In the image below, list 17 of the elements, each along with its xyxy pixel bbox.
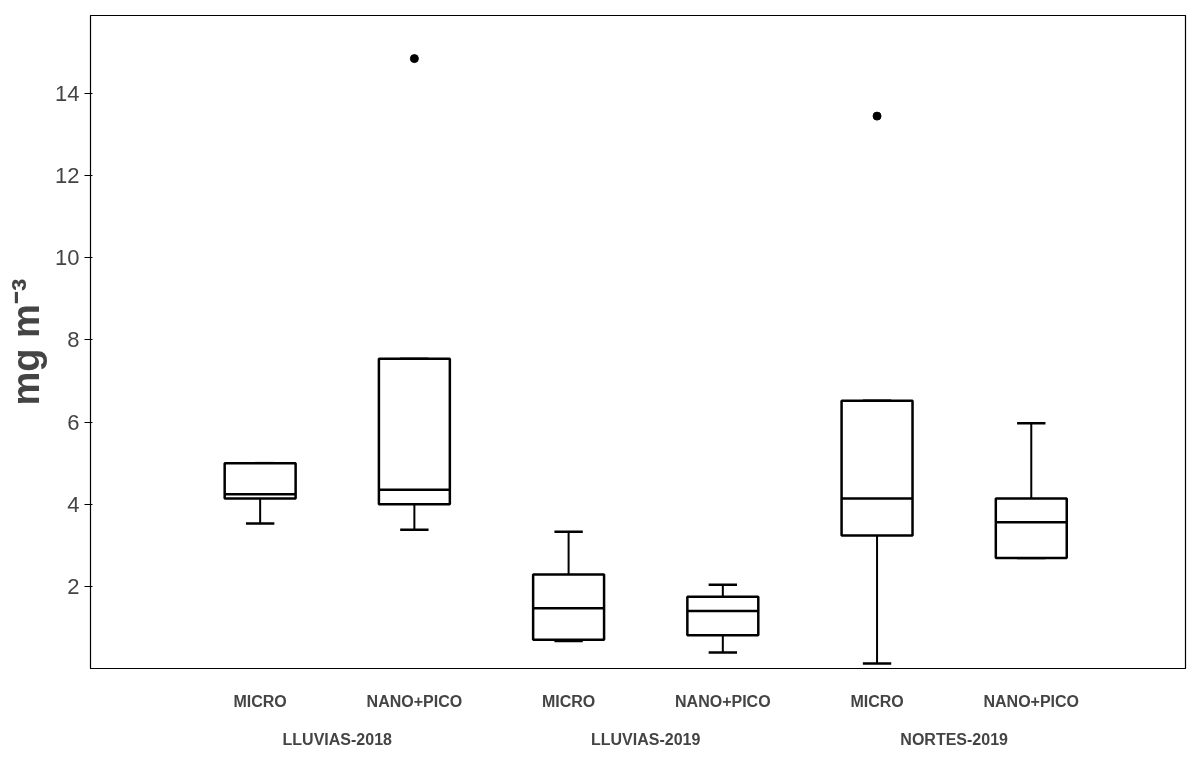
- y-tick-label: 4: [67, 491, 80, 517]
- x-tick-label: MICRO: [233, 692, 287, 710]
- y-tick-label: 8: [67, 327, 80, 353]
- y-tick-label: 14: [55, 81, 80, 107]
- x-tick-label: MICRO: [541, 692, 596, 710]
- y-tick-label: 10: [55, 245, 80, 271]
- y-tick-label: 12: [55, 163, 80, 189]
- x-tick-label: NANO+PICO: [366, 692, 463, 710]
- y-axis-title: mg m⁻³: [5, 278, 48, 406]
- y-tick-label: 6: [67, 409, 80, 435]
- y-tick-label: 2: [67, 573, 80, 599]
- text: LLUVIAS-2019: [591, 730, 701, 748]
- x-tick-label: MICRO: [850, 692, 904, 710]
- text: LLUVIAS-2018: [282, 730, 393, 748]
- text: NORTES-2019: [900, 730, 1009, 748]
- x-tick-label: NANO+PICO: [675, 692, 771, 710]
- x-tick-label: NANO+PICO: [983, 692, 1080, 710]
